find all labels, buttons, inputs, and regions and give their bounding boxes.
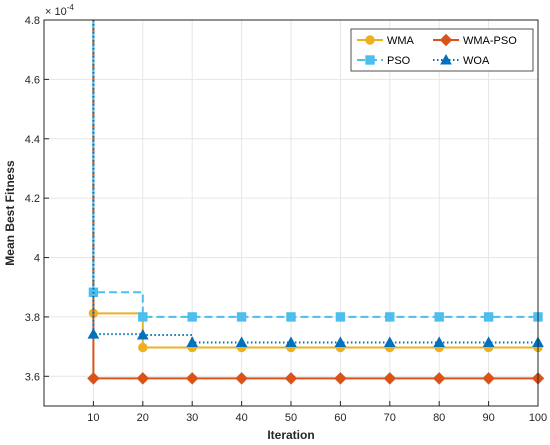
y-tick-label: 4.4 [25,134,40,146]
series-marker [334,336,347,347]
x-tick-label: 90 [482,412,494,424]
legend: WMA WMA-PSO PSO WOA [350,28,534,72]
series-marker [187,312,197,322]
legend-entry: WOA [433,53,490,67]
legend-entries: WMA WMA-PSO PSO WOA [357,33,517,67]
legend-marker [365,55,375,65]
series-marker [87,328,100,339]
y-tick-label: 3.6 [25,371,40,383]
y-exponent-base: × 10 [45,6,67,18]
y-tick-label: 4.6 [25,74,40,86]
series-marker [383,336,396,347]
y-tick-label: 4 [34,253,40,265]
series-marker [235,372,248,385]
legend-entry: WMA [357,35,415,47]
x-tick-label: 10 [87,412,99,424]
series-woa [87,20,544,347]
y-axis-title: Mean Best Fitness [3,160,17,266]
series-marker [334,372,347,385]
series-marker [385,312,395,322]
series-marker [87,372,100,385]
series-marker [433,336,446,347]
series-wma-pso [87,20,545,385]
series-marker [235,336,248,347]
legend-entry: WMA-PSO [433,33,517,47]
x-tick-label: 40 [235,412,247,424]
series-marker [136,329,149,340]
series-marker [138,342,148,353]
y-tick-label: 4.2 [25,193,40,205]
x-tick-label: 100 [529,412,547,424]
legend-marker [365,35,375,45]
y-tick-label: 4.8 [25,15,40,27]
y-exponent-power: -4 [67,3,75,12]
x-tick-label: 60 [334,412,346,424]
legend-label: WOA [463,55,490,67]
tick-layer: 10 20 30 40 50 60 70 80 90 100 3.6 3.8 4 4.2 4.4 4.6 4.8 [25,15,547,424]
series-marker [138,312,148,322]
series-marker [483,312,494,322]
series-layer [87,20,545,385]
series-line [92,20,538,318]
x-tick-label: 50 [285,412,297,424]
series-marker [383,372,397,385]
series-line [92,20,538,349]
y-tick-label: 3.8 [25,312,40,324]
series-marker [286,312,296,322]
legend-label: WMA [387,35,415,47]
series-marker [482,372,495,385]
series-marker [284,372,298,385]
legend-marker [440,53,452,65]
legend-label: WMA-PSO [463,35,517,47]
series-marker [185,372,199,385]
x-tick-label: 30 [186,412,198,424]
series-marker [285,336,297,347]
series-marker [236,312,247,322]
series-marker [432,372,446,385]
series-marker [434,312,444,322]
legend-label: PSO [387,55,411,67]
series-marker [186,336,199,347]
series-marker [335,312,346,322]
legend-marker [439,33,453,47]
series-marker [136,372,150,385]
series-marker [482,336,495,347]
legend-entry: PSO [357,55,411,67]
y-exponent-label: × 10-4 [45,3,74,18]
x-tick-label: 20 [137,412,149,424]
x-tick-label: 80 [433,412,445,424]
x-axis-title: Iteration [267,428,314,442]
x-tick-label: 70 [384,412,396,424]
